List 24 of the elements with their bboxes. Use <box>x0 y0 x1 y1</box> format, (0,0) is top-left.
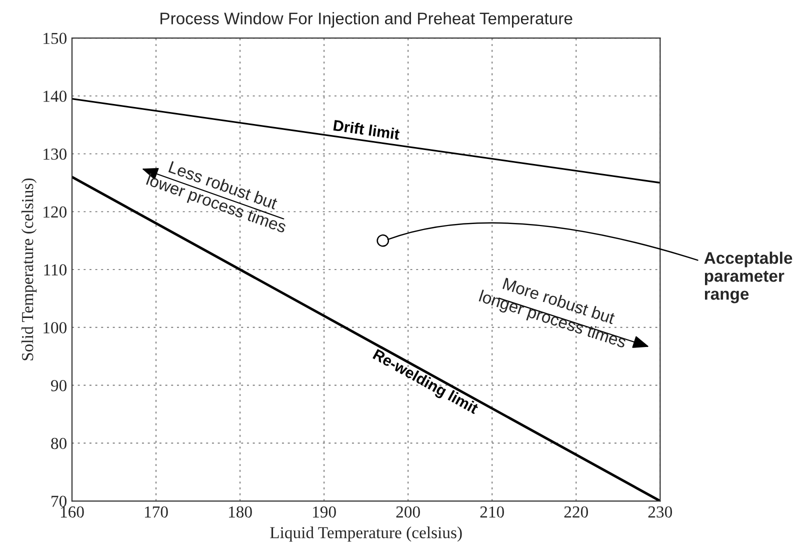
chart-title: Process Window For Injection and Preheat Temperature <box>160 12 572 28</box>
y-tick-label: 140 <box>44 90 67 102</box>
x-tick-label: 190 <box>313 506 336 518</box>
x-tick-label: 230 <box>648 506 672 518</box>
y-tick-label: 90 <box>51 380 67 392</box>
text: Acceptable parameter range <box>704 252 792 304</box>
annotation: More robust but longer process times <box>478 277 628 352</box>
annotation: Less robust but lower process times <box>144 160 288 236</box>
y-tick-label: 70 <box>52 496 67 507</box>
x-tick-label: 210 <box>480 506 504 518</box>
y-tick-label: 80 <box>51 438 67 450</box>
x-tick-label: 220 <box>564 506 588 518</box>
y-axis-title: Solid Temperature (celsius) <box>21 178 37 360</box>
y-tick-label: 120 <box>44 206 67 218</box>
y-tick-label: 130 <box>44 148 67 160</box>
y-tick-label: 150 <box>44 32 67 44</box>
x-tick-label: 170 <box>144 506 168 518</box>
x-tick-label: 180 <box>229 506 252 518</box>
x-tick-label: 200 <box>396 506 420 518</box>
text: Drift limit <box>333 119 400 140</box>
y-tick-label: 110 <box>44 264 67 276</box>
x-axis-title: Liquid Temperature (celsius) <box>270 526 462 542</box>
x-tick-label: 160 <box>60 506 84 518</box>
y-tick-label: 100 <box>44 322 67 334</box>
